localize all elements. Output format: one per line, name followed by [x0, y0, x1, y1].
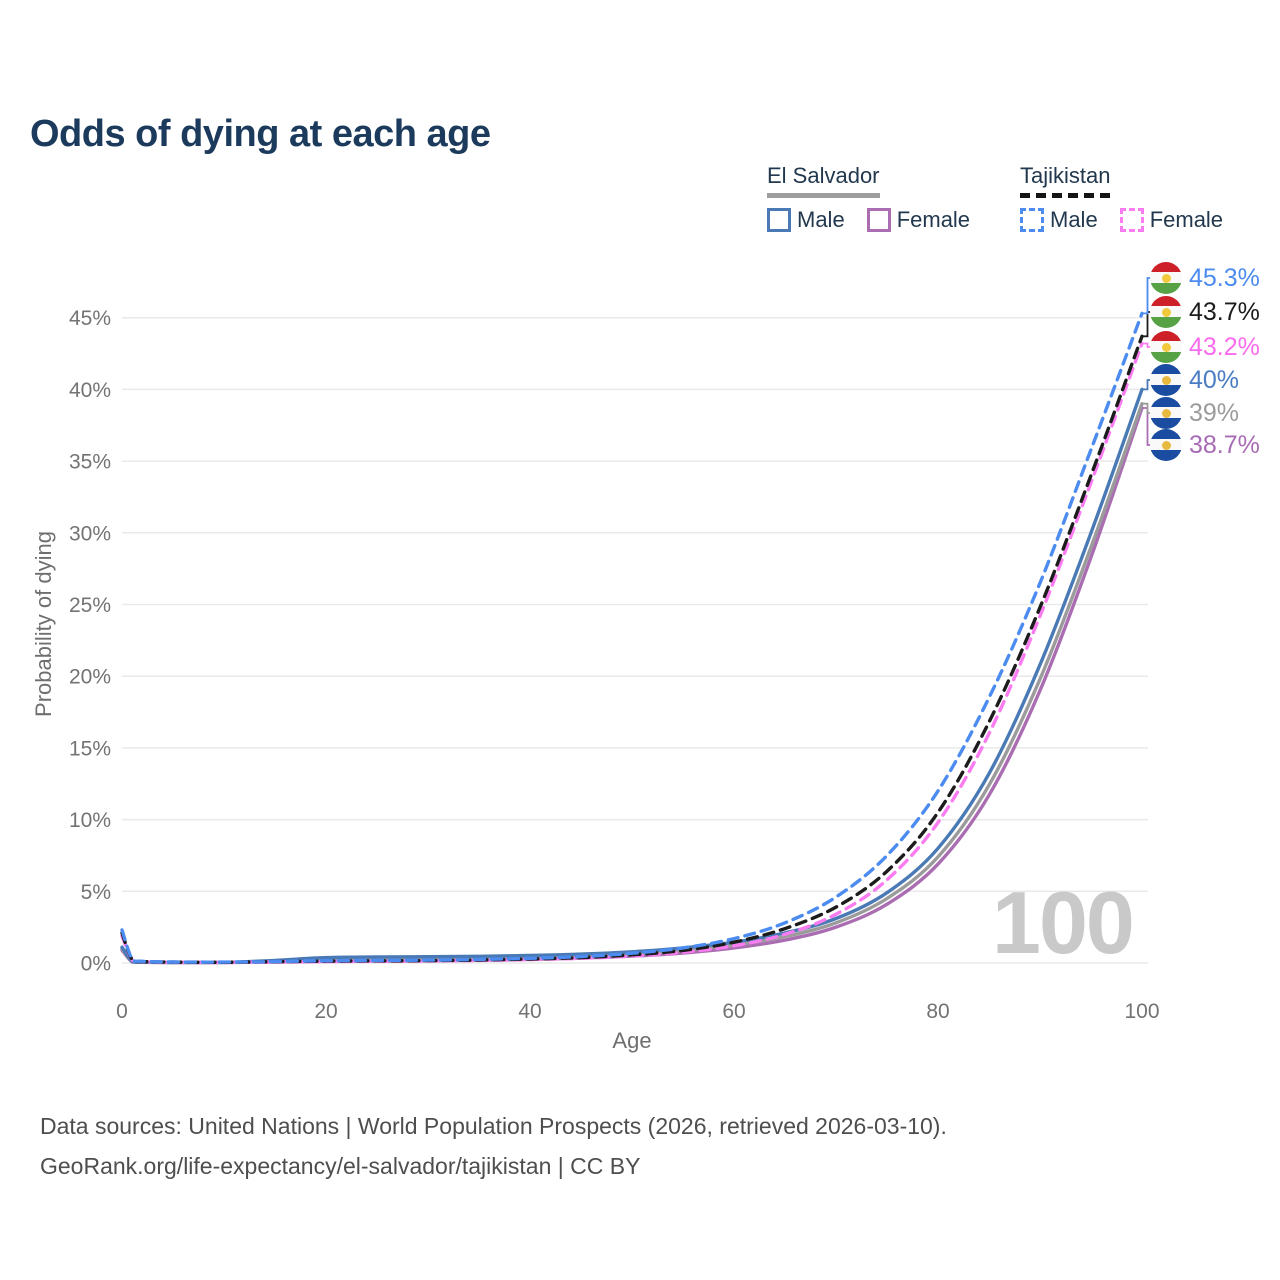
end-value-label: 43.2% — [1189, 332, 1260, 361]
el-salvador-flag-icon — [1150, 397, 1182, 429]
series-line-el-salvador-both[interactable] — [120, 402, 1144, 965]
end-connector-tajikistan-male — [1142, 277, 1152, 315]
y-tick-label: 10% — [69, 809, 111, 832]
footer-attribution: GeoRank.org/life-expectancy/el-salvador/… — [40, 1153, 641, 1179]
footer-data-sources: Data sources: United Nations | World Pop… — [40, 1113, 947, 1139]
end-value-label: 40% — [1189, 365, 1240, 394]
legend-item-tajikistan-female[interactable]: Female — [1119, 207, 1224, 233]
tajikistan-flag-icon — [1150, 262, 1182, 294]
end-connector-el-salvador-female — [1142, 407, 1152, 446]
flag-emblem-icon — [1161, 440, 1171, 450]
series-line-tajikistan-both[interactable] — [120, 334, 1144, 965]
tajikistan-flag-icon — [1150, 331, 1182, 363]
el-salvador-flag-icon — [1150, 364, 1182, 396]
legend-item-label: Female — [896, 207, 971, 232]
solid-female-swatch-icon — [866, 208, 891, 232]
end-connector-el-salvador-both — [1142, 402, 1152, 414]
end-label-el-salvador-female: 38.7% — [1150, 429, 1260, 461]
y-tick-label: 5% — [81, 881, 111, 904]
legend-group-tajikistan: Tajikistan Male Female — [1020, 163, 1223, 233]
tajikistan-flag-icon — [1150, 296, 1182, 328]
y-tick-label: 30% — [69, 522, 111, 545]
dashed-male-swatch-icon — [1020, 208, 1044, 232]
end-label-el-salvador-both: 39% — [1150, 397, 1239, 429]
legend-item-el-salvador-female[interactable]: Female — [866, 207, 971, 233]
x-tick-label: 60 — [722, 1000, 745, 1023]
y-tick-label: 40% — [69, 379, 111, 402]
end-value-label: 38.7% — [1189, 430, 1260, 459]
legend-items-el-salvador: Male Female — [767, 207, 970, 233]
end-value-label: 43.7% — [1189, 297, 1260, 326]
legend-country-el-salvador[interactable]: El Salvador — [767, 163, 880, 198]
legend-group-el-salvador: El Salvador Male Female — [767, 163, 970, 233]
y-axis-title: Probability of dying — [31, 531, 56, 717]
y-tick-label: 20% — [69, 666, 111, 689]
end-label-tajikistan-both: 43.7% — [1150, 296, 1260, 328]
flag-emblem-icon — [1161, 273, 1171, 283]
end-value-label: 39% — [1189, 398, 1240, 427]
legend-items-tajikistan: Male Female — [1020, 207, 1223, 233]
x-tick-label: 20 — [314, 1000, 337, 1023]
legend-item-label: Female — [1149, 207, 1224, 232]
y-tick-label: 45% — [69, 307, 111, 330]
solid-male-swatch-icon — [767, 208, 791, 232]
x-tick-label: 100 — [1124, 1000, 1159, 1023]
end-connector-tajikistan-female — [1142, 342, 1152, 348]
end-label-el-salvador-male: 40% — [1150, 364, 1239, 396]
x-tick-label: 0 — [116, 1000, 128, 1023]
hover-age-watermark: 100 — [992, 873, 1135, 972]
x-tick-label: 40 — [518, 1000, 541, 1023]
page-title: Odds of dying at each age — [30, 113, 491, 156]
x-axis-title: Age — [612, 1028, 652, 1053]
legend-item-label: Male — [797, 207, 845, 232]
end-label-tajikistan-male: 45.3% — [1150, 262, 1260, 294]
legend-item-el-salvador-male[interactable]: Male — [767, 207, 845, 233]
y-tick-label: 25% — [69, 594, 111, 617]
y-tick-label: 0% — [81, 953, 111, 976]
flag-emblem-icon — [1161, 307, 1171, 317]
end-connector-el-salvador-male — [1142, 379, 1152, 391]
y-tick-label: 35% — [69, 451, 111, 474]
flag-emblem-icon — [1161, 375, 1171, 385]
legend-item-tajikistan-male[interactable]: Male — [1020, 207, 1098, 233]
legend-country-tajikistan[interactable]: Tajikistan — [1020, 163, 1111, 198]
flag-emblem-icon — [1161, 342, 1171, 352]
end-value-label: 45.3% — [1189, 263, 1260, 292]
y-tick-label: 15% — [69, 737, 111, 760]
end-label-tajikistan-female: 43.2% — [1150, 331, 1260, 363]
series-line-tajikistan-male[interactable] — [120, 311, 1144, 964]
el-salvador-flag-icon — [1150, 429, 1182, 461]
series-line-tajikistan-female[interactable] — [120, 341, 1144, 965]
legend-item-label: Male — [1050, 207, 1098, 232]
dashed-female-swatch-icon — [1119, 208, 1144, 232]
flag-emblem-icon — [1161, 408, 1171, 418]
x-tick-label: 80 — [926, 1000, 949, 1023]
footer: Data sources: United Nations | World Pop… — [40, 1106, 947, 1186]
series-line-el-salvador-female[interactable] — [120, 406, 1144, 965]
end-connector-tajikistan-both — [1142, 311, 1152, 338]
